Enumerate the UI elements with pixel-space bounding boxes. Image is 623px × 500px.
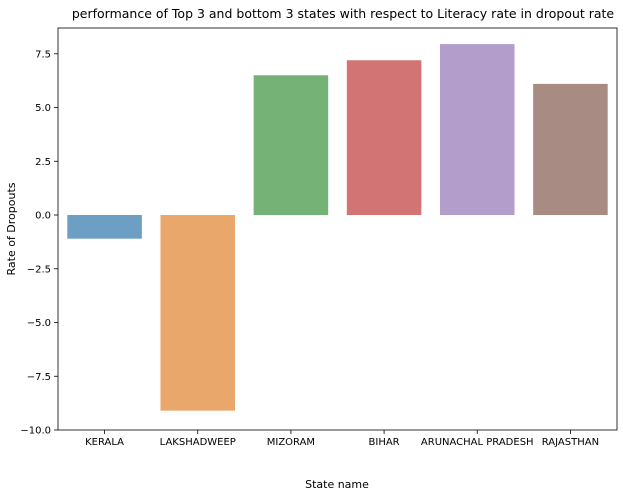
x-tick-label: RAJASTHAN (542, 437, 599, 448)
plot-frame (57, 27, 618, 431)
bar-bihar (346, 60, 422, 216)
bar-lakshadweep (160, 215, 236, 411)
bar-kerala (67, 215, 142, 239)
y-tick-label: −7.5 (27, 372, 51, 383)
y-tick-label: 0.0 (35, 211, 51, 222)
y-tick-label: −2.5 (27, 264, 51, 275)
y-tick-label: −5.0 (27, 318, 51, 329)
x-tick-label: ARUNACHAL PRADESH (421, 437, 534, 448)
bar-mizoram (253, 75, 329, 216)
bar-arunachal-pradesh (439, 44, 515, 216)
y-tick-label: 5.0 (35, 103, 51, 114)
y-axis: −10.0 −7.5 −5.0 −2.5 0.0 2.5 5.0 7.5 (20, 49, 58, 437)
y-tick-label: 2.5 (35, 157, 51, 168)
chart-title: performance of Top 3 and bottom 3 states… (72, 6, 615, 21)
y-axis-label: Rate of Dropouts (5, 182, 18, 275)
x-tick-label: LAKSHADWEEP (160, 437, 236, 448)
x-axis: KERALA LAKSHADWEEP MIZORAM BIHAR ARUNACHAL P… (85, 430, 599, 448)
bar-rajasthan (533, 83, 608, 216)
x-tick-label: KERALA (85, 437, 124, 448)
x-tick-label: MIZORAM (267, 437, 315, 448)
x-axis-label: State name (305, 478, 369, 491)
y-tick-label: −10.0 (20, 426, 51, 437)
bars-layer (67, 44, 608, 411)
y-tick-label: 7.5 (35, 49, 51, 60)
x-tick-label: BIHAR (369, 437, 400, 448)
